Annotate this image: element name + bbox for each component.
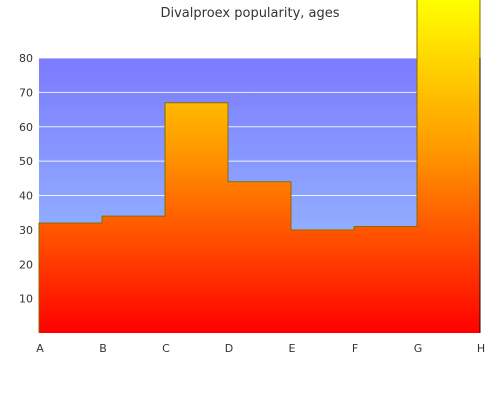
y-tick-label: 60 bbox=[19, 121, 33, 134]
step-bar bbox=[354, 226, 417, 333]
y-tick-label: 80 bbox=[19, 52, 33, 65]
step-bar bbox=[417, 0, 480, 333]
y-tick-label: 70 bbox=[19, 86, 33, 99]
y-axis-ticks: 10 20 30 40 50 60 70 80 bbox=[19, 52, 33, 306]
x-tick-label: G bbox=[414, 342, 423, 355]
x-tick-label: A bbox=[36, 342, 44, 355]
step-bar bbox=[228, 181, 291, 333]
series-steps bbox=[38, 0, 481, 333]
y-tick-label: 50 bbox=[19, 155, 33, 168]
step-bar bbox=[291, 229, 354, 333]
y-tick-label: 20 bbox=[19, 258, 33, 271]
y-tick-label: 40 bbox=[19, 190, 33, 203]
x-tick-label: F bbox=[352, 342, 358, 355]
x-tick-label: B bbox=[99, 342, 107, 355]
y-tick-label: 30 bbox=[19, 224, 33, 237]
x-tick-label: H bbox=[477, 342, 485, 355]
x-axis-ticks: A B C D E F G H bbox=[36, 342, 485, 355]
x-tick-label: E bbox=[289, 342, 296, 355]
chart-title: Divalproex popularity, ages bbox=[160, 6, 339, 21]
step-bar bbox=[39, 223, 102, 333]
y-tick-label: 10 bbox=[19, 293, 33, 306]
step-bar bbox=[102, 216, 165, 333]
series-outline bbox=[38, 0, 481, 333]
step-bar bbox=[165, 102, 228, 333]
x-tick-label: C bbox=[162, 342, 170, 355]
x-tick-label: D bbox=[225, 342, 233, 355]
